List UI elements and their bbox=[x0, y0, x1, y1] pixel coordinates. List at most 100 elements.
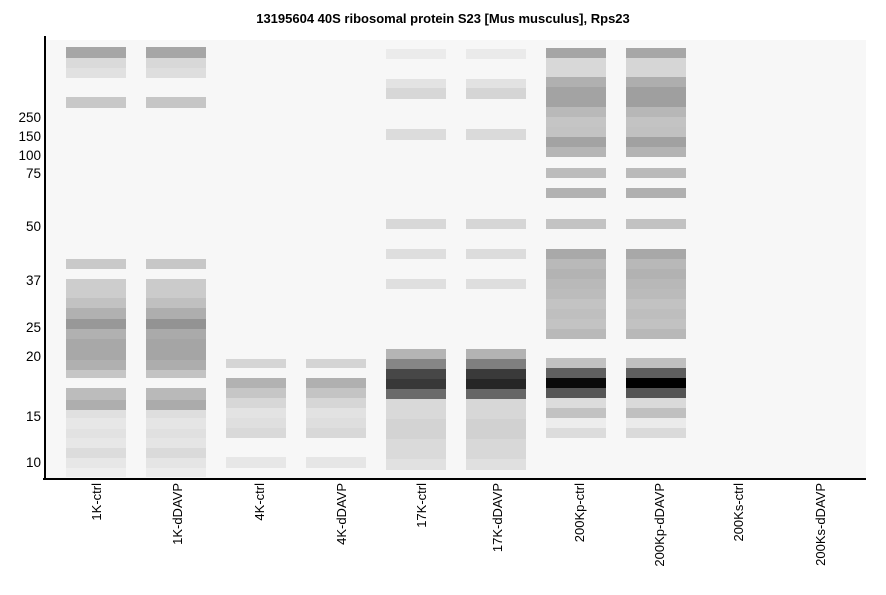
gel-band bbox=[386, 349, 446, 359]
gel-band bbox=[386, 79, 446, 88]
gel-band bbox=[146, 319, 206, 329]
y-tick-label: 250 bbox=[18, 110, 41, 125]
gel-band bbox=[386, 88, 446, 99]
gel-band bbox=[146, 438, 206, 448]
gel-band bbox=[66, 448, 126, 458]
gel-band bbox=[146, 410, 206, 418]
gel-band bbox=[626, 137, 686, 147]
gel-band bbox=[386, 389, 446, 399]
gel-band bbox=[386, 49, 446, 59]
chart-title: 13195604 40S ribosomal protein S23 [Mus … bbox=[256, 11, 630, 26]
gel-band bbox=[626, 329, 686, 339]
gel-band bbox=[386, 439, 446, 459]
gel-band bbox=[66, 298, 126, 308]
gel-band bbox=[146, 58, 206, 68]
gel-band bbox=[386, 379, 446, 389]
gel-band bbox=[546, 309, 606, 319]
lane-label: 4K-ctrl bbox=[252, 483, 267, 521]
y-axis-line bbox=[44, 36, 46, 480]
gel-band bbox=[546, 289, 606, 299]
gel-band bbox=[146, 388, 206, 400]
gel-band bbox=[626, 219, 686, 229]
gel-band bbox=[386, 219, 446, 229]
lane-label: 4K-dDAVP bbox=[334, 483, 349, 545]
gel-band bbox=[386, 399, 446, 419]
gel-band bbox=[306, 428, 366, 438]
gel-band bbox=[466, 249, 526, 259]
gel-band bbox=[466, 419, 526, 439]
gel-band bbox=[226, 378, 286, 388]
y-tick-label: 10 bbox=[25, 455, 41, 470]
gel-band bbox=[66, 319, 126, 329]
gel-band bbox=[546, 117, 606, 127]
gel-band bbox=[546, 319, 606, 329]
y-tick-label: 37 bbox=[25, 273, 41, 288]
gel-band bbox=[146, 308, 206, 319]
lane-label: 200Ks-ctrl bbox=[731, 483, 746, 542]
lane-label: 200Ks-dDAVP bbox=[813, 483, 828, 566]
gel-band bbox=[626, 299, 686, 309]
gel-band bbox=[626, 378, 686, 388]
gel-band bbox=[546, 77, 606, 87]
gel-band bbox=[546, 188, 606, 198]
gel-band bbox=[66, 97, 126, 108]
gel-band bbox=[466, 88, 526, 99]
gel-band bbox=[386, 369, 446, 379]
gel-band bbox=[386, 359, 446, 369]
gel-band bbox=[66, 370, 126, 378]
gel-band bbox=[546, 147, 606, 157]
gel-band bbox=[146, 339, 206, 360]
gel-band bbox=[66, 438, 126, 448]
gel-band bbox=[626, 398, 686, 408]
gel-band bbox=[626, 368, 686, 378]
gel-band bbox=[626, 418, 686, 428]
gel-band bbox=[546, 219, 606, 229]
gel-band bbox=[546, 58, 606, 77]
gel-band bbox=[66, 360, 126, 370]
gel-band bbox=[226, 398, 286, 408]
lane-label: 1K-ctrl bbox=[89, 483, 104, 521]
gel-band bbox=[386, 129, 446, 140]
gel-band bbox=[66, 259, 126, 269]
gel-band bbox=[306, 457, 366, 468]
gel-band bbox=[226, 388, 286, 398]
gel-band bbox=[66, 329, 126, 339]
gel-band bbox=[626, 358, 686, 368]
gel-band bbox=[66, 339, 126, 360]
lane-label: 17K-ctrl bbox=[414, 483, 429, 528]
gel-band bbox=[66, 58, 126, 68]
gel-band bbox=[226, 457, 286, 468]
y-tick-label: 100 bbox=[18, 148, 41, 163]
gel-band bbox=[546, 408, 606, 418]
gel-band bbox=[626, 48, 686, 58]
gel-band bbox=[626, 388, 686, 398]
gel-band bbox=[626, 188, 686, 198]
gel-band bbox=[386, 279, 446, 289]
gel-band bbox=[66, 388, 126, 400]
lane-label: 17K-dDAVP bbox=[490, 483, 505, 553]
gel-band bbox=[146, 68, 206, 78]
gel-band bbox=[226, 408, 286, 418]
gel-band bbox=[146, 360, 206, 370]
y-tick-label: 25 bbox=[25, 320, 41, 335]
gel-band bbox=[626, 77, 686, 87]
gel-band bbox=[546, 87, 606, 107]
gel-band bbox=[466, 389, 526, 399]
gel-band bbox=[626, 58, 686, 77]
gel-band bbox=[626, 127, 686, 137]
gel-band bbox=[466, 79, 526, 88]
gel-band bbox=[66, 410, 126, 418]
gel-band bbox=[386, 249, 446, 259]
gel-band bbox=[66, 418, 126, 429]
gel-band bbox=[146, 458, 206, 468]
gel-band bbox=[466, 129, 526, 140]
y-tick-label: 20 bbox=[25, 349, 41, 364]
gel-band bbox=[146, 429, 206, 438]
gel-band bbox=[146, 370, 206, 378]
gel-band bbox=[626, 147, 686, 157]
gel-band bbox=[546, 299, 606, 309]
y-tick-label: 50 bbox=[25, 219, 41, 234]
gel-band bbox=[546, 269, 606, 279]
gel-band bbox=[546, 48, 606, 58]
gel-band bbox=[306, 388, 366, 398]
